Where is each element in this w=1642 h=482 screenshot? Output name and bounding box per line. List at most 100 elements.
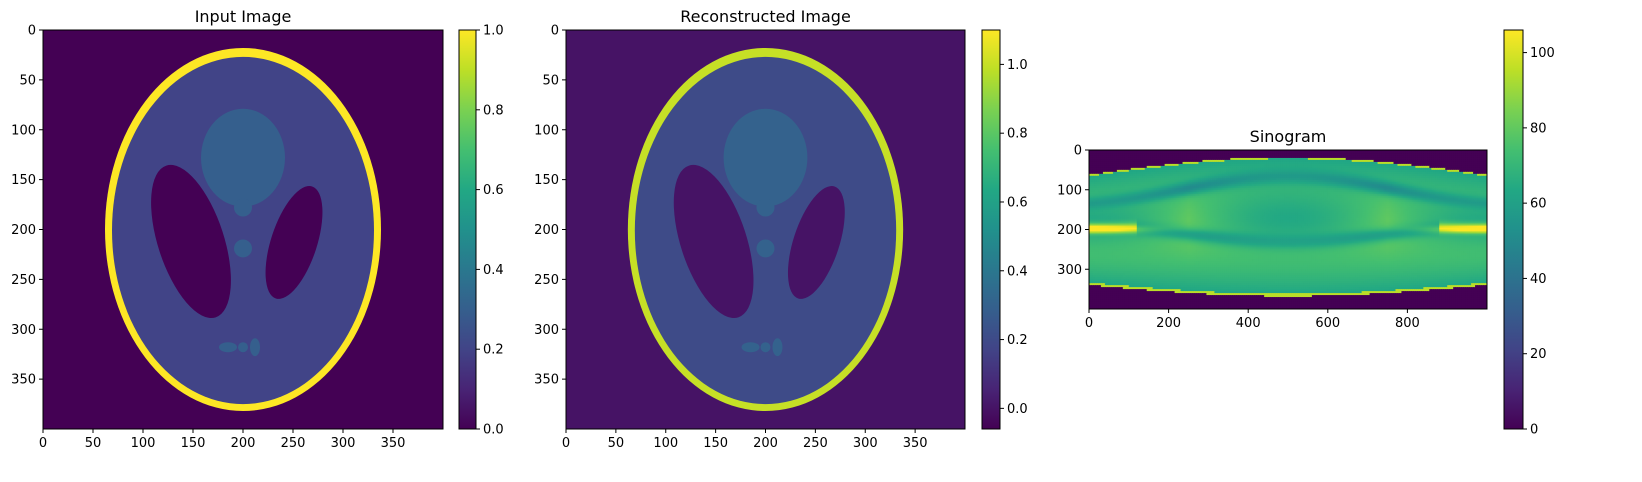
sinogram-cell — [1383, 185, 1387, 189]
sinogram-cell — [1258, 153, 1261, 157]
sinogram-cell — [1098, 167, 1102, 171]
sinogram-cell — [1409, 187, 1412, 191]
sinogram-cell — [1098, 187, 1102, 191]
sinogram-cell — [1106, 150, 1110, 153]
sinogram-cell — [1329, 159, 1333, 163]
sinogram-cell — [1216, 167, 1219, 171]
sinogram-cell — [1373, 191, 1377, 195]
sinogram-cell — [1481, 153, 1484, 157]
sinogram-cell — [1116, 159, 1120, 163]
sinogram-cell — [1122, 197, 1126, 201]
sinogram-cell — [1315, 161, 1319, 165]
sinogram-cell — [1282, 173, 1285, 177]
sinogram-cell — [1343, 161, 1347, 165]
sinogram-cell — [1299, 179, 1303, 183]
sinogram-cell — [1367, 179, 1371, 183]
sinogram-cell — [1457, 157, 1460, 161]
sinogram-cell — [1236, 157, 1239, 161]
sinogram-cell — [1108, 185, 1112, 189]
sinogram-cell — [1280, 189, 1283, 193]
sinogram-cell — [1194, 187, 1198, 191]
sinogram-cell — [1291, 195, 1295, 199]
sinogram-cell — [1431, 163, 1434, 167]
sinogram-cell — [1150, 185, 1154, 189]
sinogram-cell — [1311, 153, 1315, 157]
sinogram-cell — [1407, 179, 1410, 183]
sinogram-cell — [1333, 171, 1337, 175]
sinogram-cell — [1473, 163, 1476, 167]
sinogram-cell — [1214, 151, 1217, 155]
sinogram-cell — [1164, 195, 1168, 199]
sinogram-cell — [1431, 159, 1434, 163]
sinogram-cell — [1437, 167, 1440, 171]
sinogram-cell — [1226, 151, 1229, 155]
sinogram-cell — [1282, 195, 1285, 199]
sinogram-cell — [1150, 157, 1154, 161]
sinogram-cell — [1405, 177, 1408, 181]
sinogram-cell — [1343, 157, 1347, 161]
sinogram-cell — [1174, 193, 1178, 197]
sinogram-cell — [1090, 173, 1094, 177]
sinogram-cell — [1192, 173, 1196, 177]
sinogram-cell — [1089, 197, 1092, 201]
sinogram-cell — [1200, 181, 1204, 185]
sinogram-cell — [1194, 161, 1198, 165]
sinogram-cell — [1202, 189, 1206, 193]
sinogram-cell — [1124, 157, 1128, 161]
sinogram-cell — [1260, 161, 1263, 165]
sinogram-cell — [1335, 151, 1339, 155]
sinogram-cell — [1172, 189, 1176, 193]
sinogram-cell — [1403, 150, 1407, 153]
sinogram-cell — [1222, 179, 1225, 183]
sinogram-cell — [1089, 175, 1092, 179]
sinogram-cell — [1226, 165, 1229, 169]
sinogram-cell — [1172, 193, 1176, 197]
sinogram-cell — [1112, 181, 1116, 185]
sinogram-cell — [1192, 161, 1196, 165]
sinogram-cell — [1475, 179, 1478, 183]
sinogram-cell — [1266, 177, 1269, 181]
sinogram-cell — [1353, 173, 1357, 177]
sinogram-cell — [1168, 193, 1172, 197]
sinogram-cell — [1307, 165, 1311, 169]
sinogram-cell — [1333, 151, 1337, 155]
sinogram-cell — [1196, 157, 1200, 161]
sinogram-cell — [1359, 153, 1363, 157]
sinogram-cell — [1160, 175, 1164, 179]
sinogram-cell — [1421, 191, 1424, 195]
sinogram-cell — [1134, 193, 1138, 197]
sinogram-cell — [1280, 151, 1283, 155]
sinogram-cell — [1419, 173, 1422, 177]
sinogram-cell — [1098, 193, 1102, 197]
phantom-brain — [112, 56, 374, 405]
sinogram-cell — [1132, 177, 1136, 181]
sinogram-cell — [1274, 169, 1277, 173]
sinogram-cell — [1160, 197, 1164, 201]
sinogram-cell — [1425, 179, 1428, 183]
sinogram-cell — [1094, 155, 1098, 159]
sinogram-cell — [1483, 179, 1486, 183]
sinogram-cell — [1090, 153, 1094, 157]
sinogram-cell — [1407, 167, 1410, 171]
sinogram-cell — [1220, 157, 1223, 161]
sinogram-cell — [1349, 163, 1353, 167]
sinogram-cell — [1252, 157, 1255, 161]
sinogram-cell — [1104, 177, 1108, 181]
sinogram-cell — [1463, 150, 1466, 153]
sinogram-cell — [1120, 197, 1124, 201]
sinogram-cell — [1317, 157, 1321, 161]
sinogram-cell — [1188, 151, 1192, 155]
sinogram-cell — [1331, 171, 1335, 175]
sinogram-cell — [1154, 173, 1158, 177]
sinogram-cell — [1212, 151, 1215, 155]
sinogram-cell — [1369, 163, 1373, 167]
sinogram-cell — [1174, 167, 1178, 171]
sinogram-cell — [1439, 187, 1442, 191]
sinogram-cell — [1317, 151, 1321, 155]
sinogram-cell — [1146, 175, 1150, 179]
sinogram-cell — [1148, 175, 1152, 179]
sinogram-cell — [1421, 169, 1424, 173]
sinogram-cell — [1116, 171, 1120, 175]
sinogram-cell — [1379, 187, 1383, 191]
sinogram-cell — [1445, 155, 1448, 159]
